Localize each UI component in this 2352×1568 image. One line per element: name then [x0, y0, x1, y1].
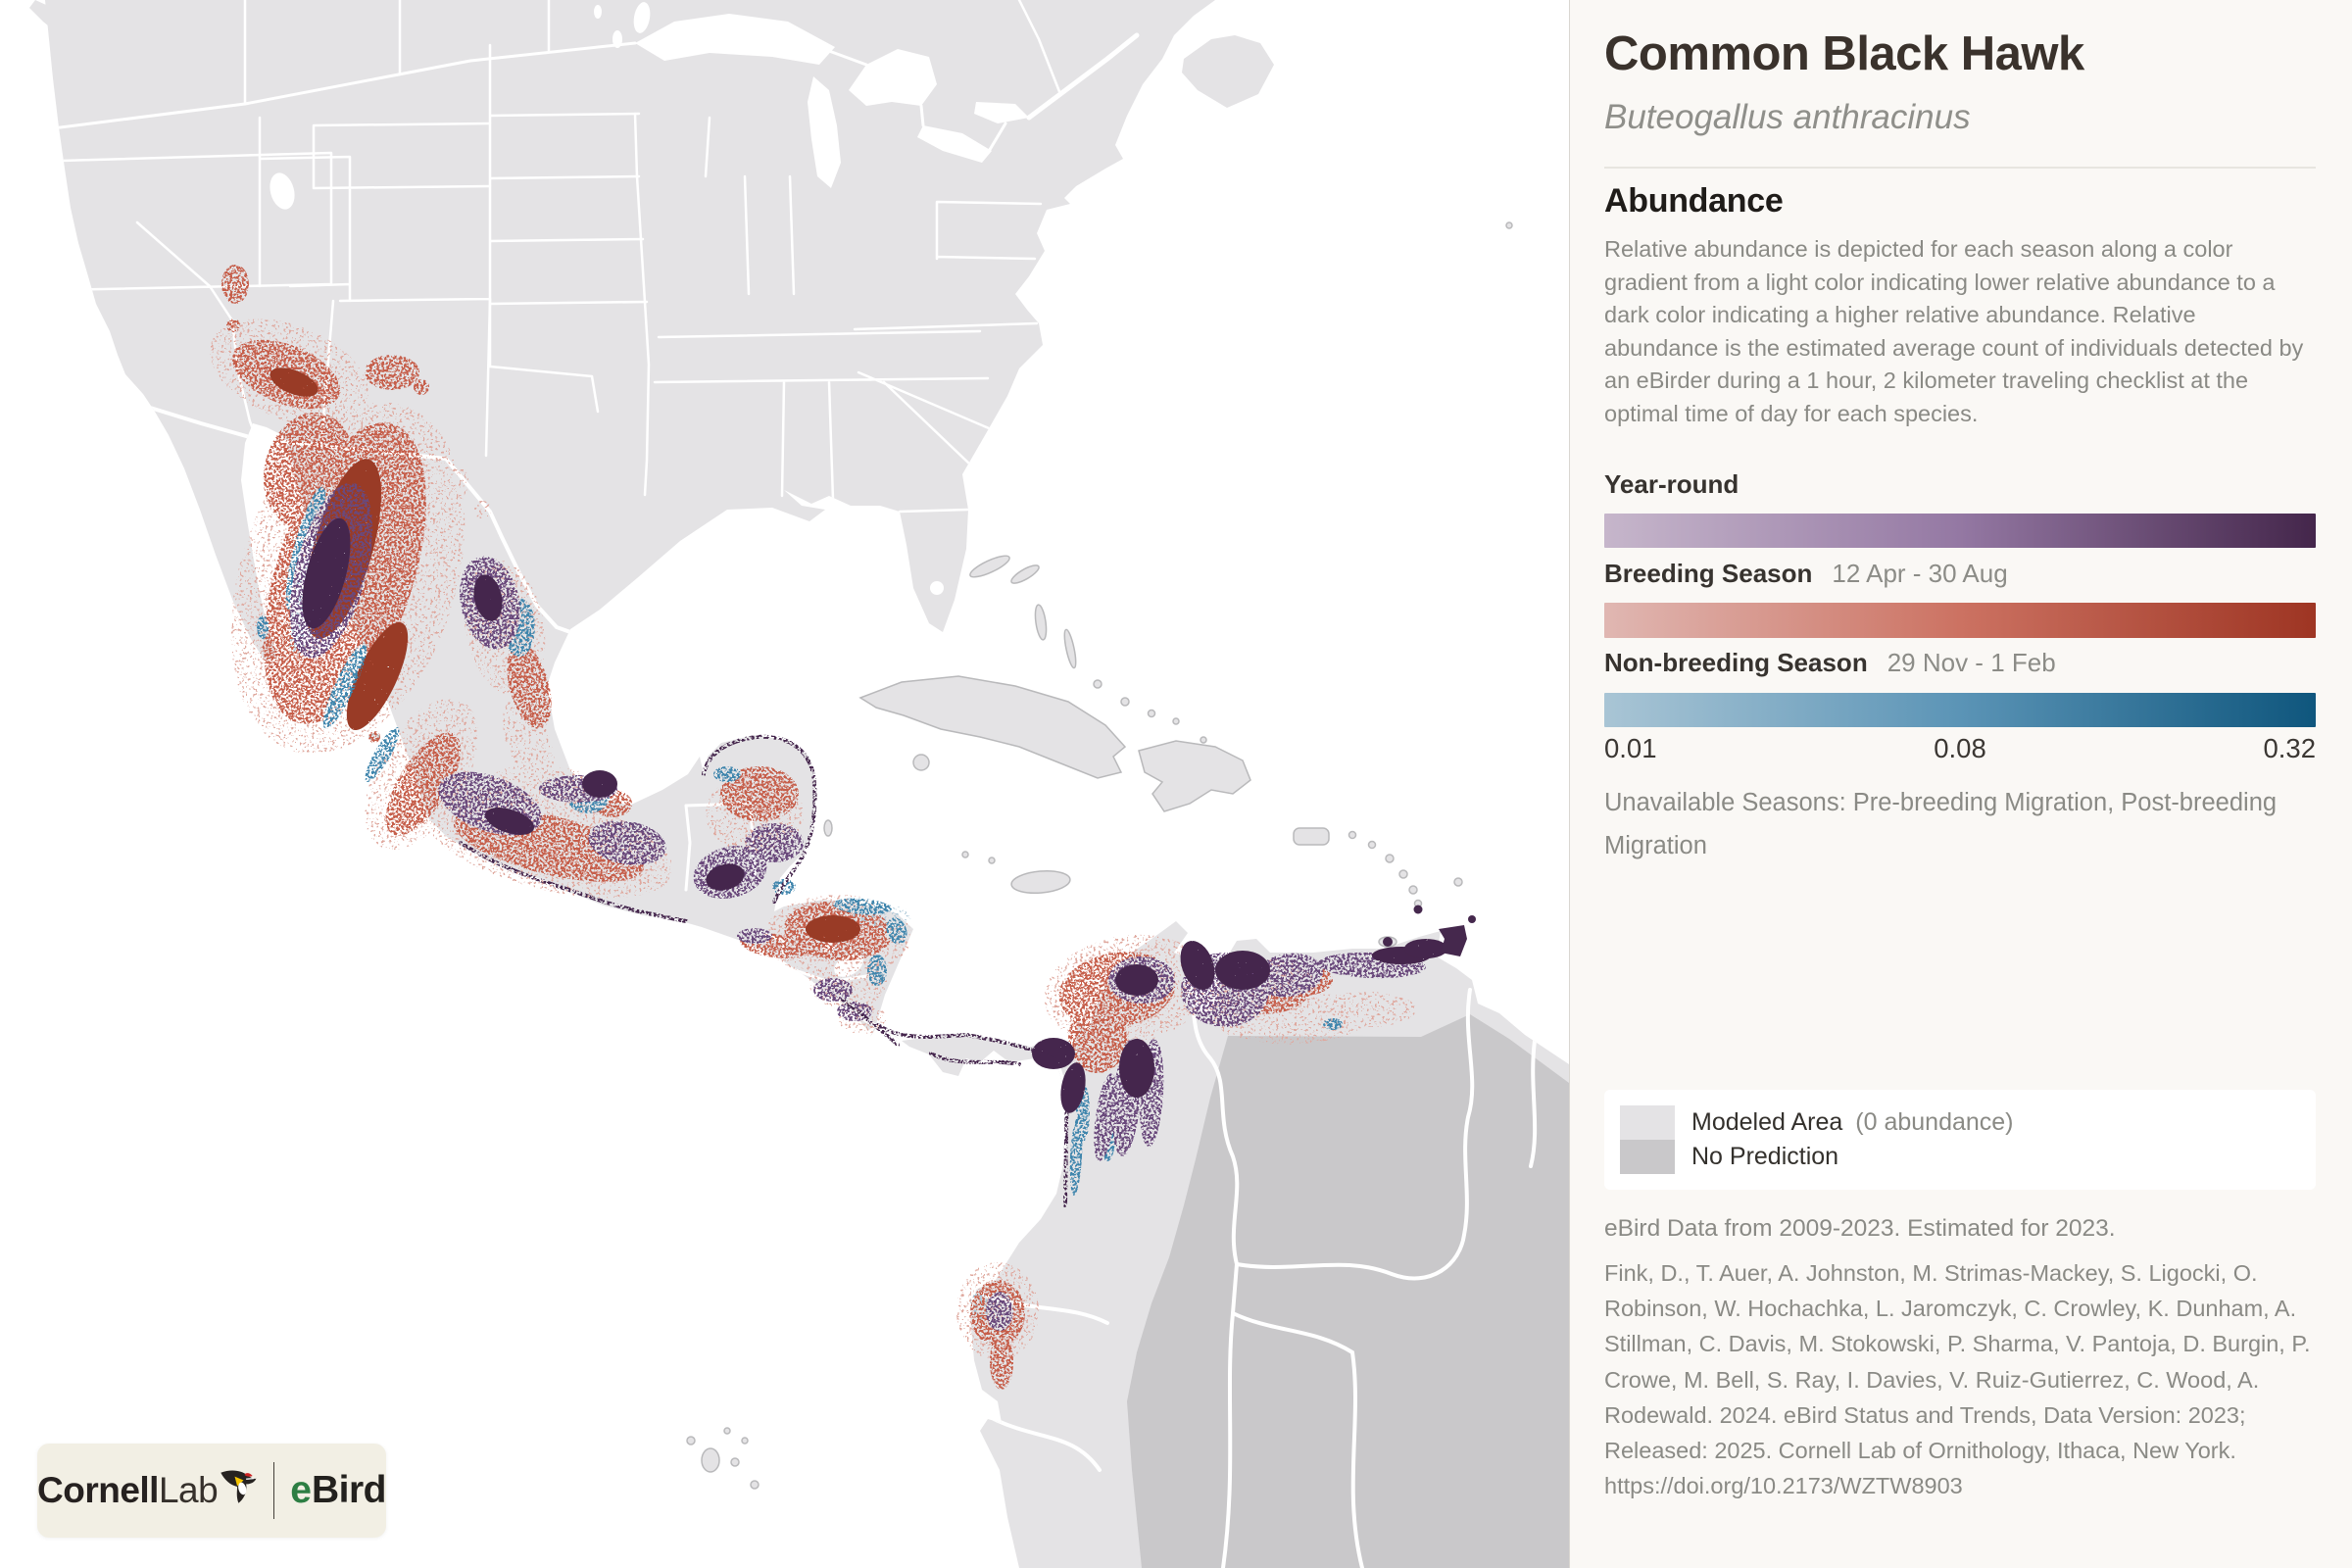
- info-panel: Common Black Hawk Buteogallus anthracinu…: [1569, 0, 2352, 1568]
- breeding-label: Breeding Season: [1604, 559, 1813, 588]
- non-breeding-row: Non-breeding Season 29 Nov - 1 Feb: [1604, 648, 2316, 678]
- logo-ebird-bird: Bird: [312, 1469, 387, 1511]
- map-svg: [29, 0, 1569, 1568]
- legend-row-no-prediction: No Prediction: [1620, 1140, 2014, 1174]
- no-prediction-swatch: [1620, 1140, 1675, 1174]
- no-prediction-label: No Prediction: [1691, 1143, 1839, 1170]
- page-title: Common Black Hawk: [1604, 27, 2084, 80]
- scale-max: 0.32: [2263, 733, 2316, 763]
- divider-rule: [1604, 167, 2316, 169]
- abundance-map: Cornell Lab e Bird: [29, 0, 1569, 1568]
- legend-row-modeled: Modeled Area (0 abundance): [1620, 1105, 2014, 1140]
- abundance-purple-dark-layer: [302, 517, 1447, 1113]
- land-layer: [29, 0, 1569, 1568]
- cornell-lab-ebird-logo[interactable]: Cornell Lab e Bird: [37, 1444, 387, 1538]
- woodpecker-icon: [220, 1470, 257, 1503]
- non-breeding-gradient-bar: [1604, 693, 2316, 727]
- scale-mid: 0.08: [1934, 733, 1986, 763]
- breeding-row: Breeding Season 12 Apr - 30 Aug: [1604, 559, 2316, 589]
- citation: Fink, D., T. Auer, A. Johnston, M. Strim…: [1604, 1260, 2311, 1499]
- year-round-row: Year-round: [1604, 469, 2316, 500]
- breeding-dates: 12 Apr - 30 Aug: [1832, 559, 2008, 588]
- abundance-description: Relative abundance is depicted for each …: [1604, 236, 2304, 426]
- scientific-name: Buteogallus anthracinus: [1604, 98, 1971, 136]
- islands-layer: [368, 221, 1513, 1490]
- abundance-heading: Abundance: [1604, 182, 1784, 220]
- trinidad-island: [1383, 905, 1476, 956]
- year-round-gradient-bar: [1604, 514, 2316, 548]
- breeding-gradient-bar: [1604, 603, 2316, 638]
- data-note: eBird Data from 2009-2023. Estimated for…: [1604, 1215, 2116, 1242]
- modeled-area-note: (0 abundance): [1855, 1108, 2014, 1136]
- modeled-area-swatch: [1620, 1105, 1675, 1140]
- year-round-label: Year-round: [1604, 469, 1740, 499]
- non-breeding-dates: 29 Nov - 1 Feb: [1886, 648, 2056, 677]
- legend-box: Modeled Area (0 abundance) No Prediction: [1604, 1090, 2316, 1190]
- non-breeding-label: Non-breeding Season: [1604, 648, 1868, 677]
- no-prediction-layer: [1127, 1014, 1569, 1568]
- logo-cornell-text: Cornell: [37, 1470, 159, 1510]
- abundance-scale: 0.01 0.08 0.32: [1604, 733, 2316, 763]
- abundance-coast-strokes: [459, 734, 1069, 1207]
- logo-lab-text: Lab: [158, 1470, 219, 1510]
- scale-min: 0.01: [1604, 733, 1657, 763]
- unavailable-seasons-note: Unavailable Seasons: Pre-breeding Migrat…: [1604, 789, 2278, 859]
- logo-ebird-e: e: [290, 1469, 312, 1511]
- modeled-area-label: Modeled Area: [1691, 1108, 1843, 1136]
- logo-divider: [272, 1462, 275, 1519]
